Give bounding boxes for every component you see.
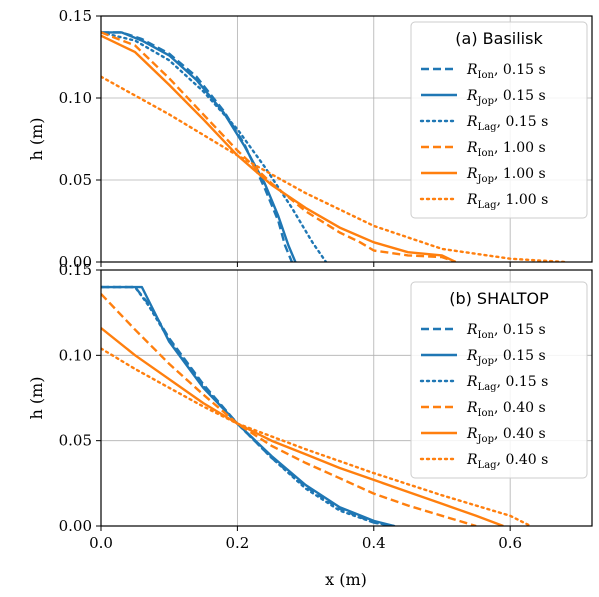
panel-a-ylabel: h (m) xyxy=(27,117,46,160)
legend-entry: RLag, 1.00 s xyxy=(466,192,548,211)
legend-entry: RJop, 0.15 s xyxy=(466,88,546,107)
y-tick-label: 0.00 xyxy=(59,517,92,535)
panel-a-frame xyxy=(100,15,593,263)
legend-entry: RJop, 1.00 s xyxy=(466,166,546,185)
legend-entry: RLag, 0.15 s xyxy=(466,374,548,393)
panel-shaltop: 0.0 0.2 0.4 0.6 0.00 0.05 0.10 0.15 h (m) x (m)… xyxy=(27,261,593,589)
panel-b-legend: (b) SHALTOP RIon, 0.15 s RJop, 0.15 s RLag,… xyxy=(410,281,588,479)
legend-title: (a) Basilisk xyxy=(455,29,543,48)
series-line-lag-040 xyxy=(101,347,532,526)
x-tick-label: 0.2 xyxy=(225,534,249,552)
panel-b-xlabel: x (m) xyxy=(325,570,367,589)
y-tick-label: 0.05 xyxy=(59,432,92,450)
legend-entry: RIon, 0.15 s xyxy=(466,62,546,81)
legend-box xyxy=(410,281,588,479)
legend-entry: RIon, 1.00 s xyxy=(466,140,546,159)
x-tick-label: 0.0 xyxy=(89,534,113,552)
legend-entry: RIon, 0.15 s xyxy=(466,322,546,341)
x-tick-label: 0.4 xyxy=(362,534,386,552)
panel-b-ticks: 0.0 0.2 0.4 0.6 0.00 0.05 0.10 0.15 xyxy=(59,261,523,552)
series-line-jop-100 xyxy=(101,34,457,262)
panel-b-ylabel: h (m) xyxy=(27,376,46,419)
legend-entry: RLag, 0.40 s xyxy=(466,452,548,471)
y-tick-label: 0.10 xyxy=(59,346,92,364)
y-tick-label: 0.10 xyxy=(59,89,92,107)
series-line-ion-100 xyxy=(101,31,457,262)
panel-b-curves xyxy=(101,285,532,526)
series-line-jop-040 xyxy=(101,327,504,526)
series-line-lag-100 xyxy=(101,75,566,262)
y-tick-label: 0.15 xyxy=(59,7,92,25)
y-tick-label: 0.05 xyxy=(59,171,92,189)
legend-box xyxy=(410,21,588,219)
legend-entry: RJop, 0.40 s xyxy=(466,426,546,445)
legend-title: (b) SHALTOP xyxy=(449,289,549,308)
series-line-lag-015 xyxy=(101,31,328,262)
panel-basilisk: 0.00 0.05 0.10 0.15 h (m) (a) Basilisk RIon,… xyxy=(27,7,593,271)
legend-entry: RIon, 0.40 s xyxy=(466,400,546,419)
y-tick-label: 0.15 xyxy=(59,261,92,279)
panel-a-curves xyxy=(101,31,566,262)
y-tick-label: 0.00 xyxy=(59,253,92,271)
panel-a-ticks: 0.00 0.05 0.10 0.15 xyxy=(59,7,511,271)
panel-b-frame xyxy=(100,269,593,527)
x-tick-label: 0.6 xyxy=(498,534,522,552)
legend-entry: RLag, 0.15 s xyxy=(466,114,548,133)
panel-a-legend: (a) Basilisk RIon, 0.15 s RJop, 0.15 s RLag… xyxy=(410,21,588,219)
legend-entry: RJop, 0.15 s xyxy=(466,348,546,367)
series-line-ion-040 xyxy=(101,293,477,526)
